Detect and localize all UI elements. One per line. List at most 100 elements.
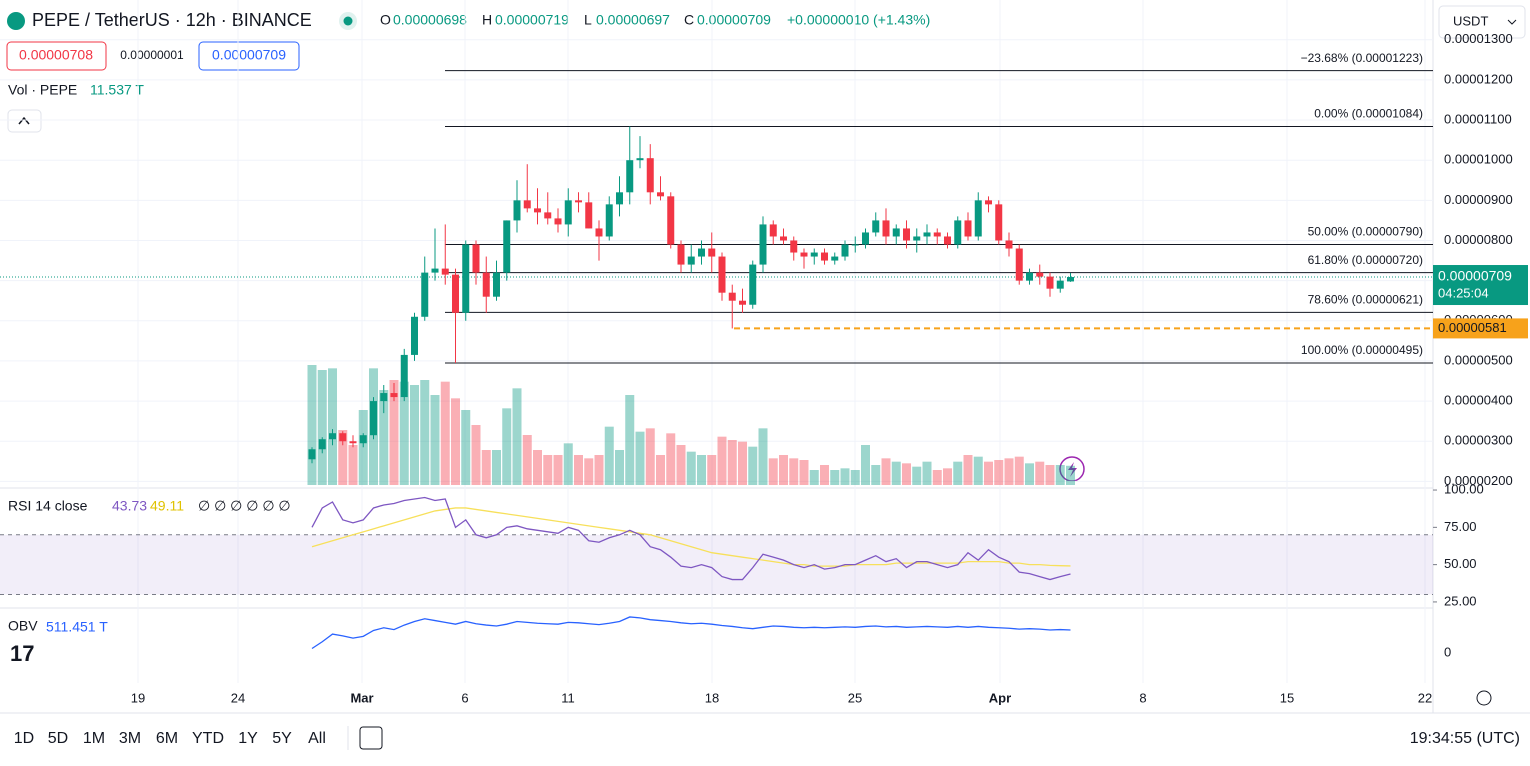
spread: 0.00000001 [120,48,184,62]
candle-body [390,393,398,398]
candle-body [913,236,921,241]
volume-bar [881,458,891,485]
y-tick-label: 0.00001300 [1444,31,1513,46]
candle-body [421,272,429,317]
x-tick-label: 15 [1280,690,1294,705]
last-price-box [1433,265,1528,306]
obv-line [311,616,1071,650]
period-button[interactable]: 1M [83,730,105,747]
volume-bar [1066,465,1075,485]
volume-bar [820,465,829,485]
candle-body [923,232,931,237]
bid-box[interactable] [6,41,107,71]
candle-body [636,158,644,161]
y-tick-label: 0.00000400 [1444,393,1513,408]
candle-body [964,220,972,237]
settings-icon[interactable] [1476,690,1492,706]
symbol-icon [7,12,25,30]
volume-bar [1055,465,1065,485]
candle-body [800,252,808,257]
period-button[interactable]: 5D [48,730,68,747]
period-button[interactable]: 5Y [272,730,292,747]
candle-body [359,435,367,444]
volume-bar [522,435,532,485]
x-tick-label: 8 [1139,690,1146,705]
fib-label: 50.00% (0.00000790) [1308,225,1423,239]
volume-bar [420,380,430,485]
volume-bar [676,445,686,485]
candle-body [411,316,418,355]
period-button[interactable]: All [308,730,326,747]
period-button[interactable]: 6M [156,730,178,747]
candle-body [759,224,767,265]
volume-bar [338,430,348,485]
y-tick-label: 0.00000200 [1444,473,1513,488]
candle-body [657,192,664,197]
candle-body [329,433,336,440]
rsi-line [311,496,1071,581]
volume-bar [307,365,317,485]
candle-body [431,268,439,273]
candle-body [493,272,500,297]
volume-bar [328,368,337,485]
y-tick-label: 0.00000300 [1444,433,1513,448]
volume-bar [984,461,993,485]
volume-bar [471,425,481,485]
candle-body [452,274,459,313]
candle-body [790,240,798,253]
volume-bar [871,465,881,485]
ask-box[interactable] [198,41,300,71]
x-tick-label: 11 [561,690,575,705]
period-button[interactable]: 1Y [238,730,258,747]
volume-bar [533,450,542,485]
x-tick-label: 18 [705,690,719,705]
candle-body [544,212,552,219]
fib-label: 78.60% (0.00000621) [1308,293,1423,307]
volume-bar [943,468,952,485]
period-button[interactable]: 3M [119,730,141,747]
candle-body [462,244,470,313]
candle-body [1036,272,1044,277]
volume-bar [717,436,727,485]
collapse-button[interactable] [7,109,42,133]
period-button[interactable]: 1D [14,730,34,747]
currency-select[interactable] [1438,5,1526,39]
y-tick-label: 25.00 [1444,593,1477,608]
x-tick-label: Apr [989,690,1011,705]
null-values: ∅ ∅ ∅ ∅ ∅ ∅ [198,498,291,514]
obv-value: 511.451 T [46,619,108,635]
candle-body [687,256,695,265]
chevron-icon [18,116,30,125]
candle-body [564,200,572,225]
candle-body [646,158,654,193]
volume-bar [440,381,450,485]
volume-bar [891,461,901,485]
candle-body [595,228,603,237]
date-range-icon[interactable] [359,726,383,750]
candle-body [503,220,511,273]
candle-body [370,401,377,436]
bid: 0.00000708 [19,47,93,63]
candle-body [872,220,880,233]
rsi-ma-line [311,507,1071,567]
candle-body [472,244,480,273]
y-tick-label: 0 [1444,644,1451,659]
dropdown-icon [1507,19,1517,25]
alert-label-box [1433,318,1528,339]
volume-bar [451,398,460,485]
volume-bar [543,455,553,485]
ask: 0.00000709 [212,47,286,63]
vol-label: Vol · PEPE [8,82,77,98]
candle-body [944,236,951,245]
period-button[interactable]: YTD [192,730,224,747]
fib-label: 61.80% (0.00000720) [1308,253,1423,267]
volume-bar [502,408,512,485]
volume-bar [902,463,911,485]
candle-body [769,224,777,237]
volume-bar [994,460,1004,485]
ohlc-value: 0.00000719 [495,12,569,28]
volume-bar [738,441,747,485]
volume-bar [1035,461,1045,485]
candle-body [523,200,531,209]
